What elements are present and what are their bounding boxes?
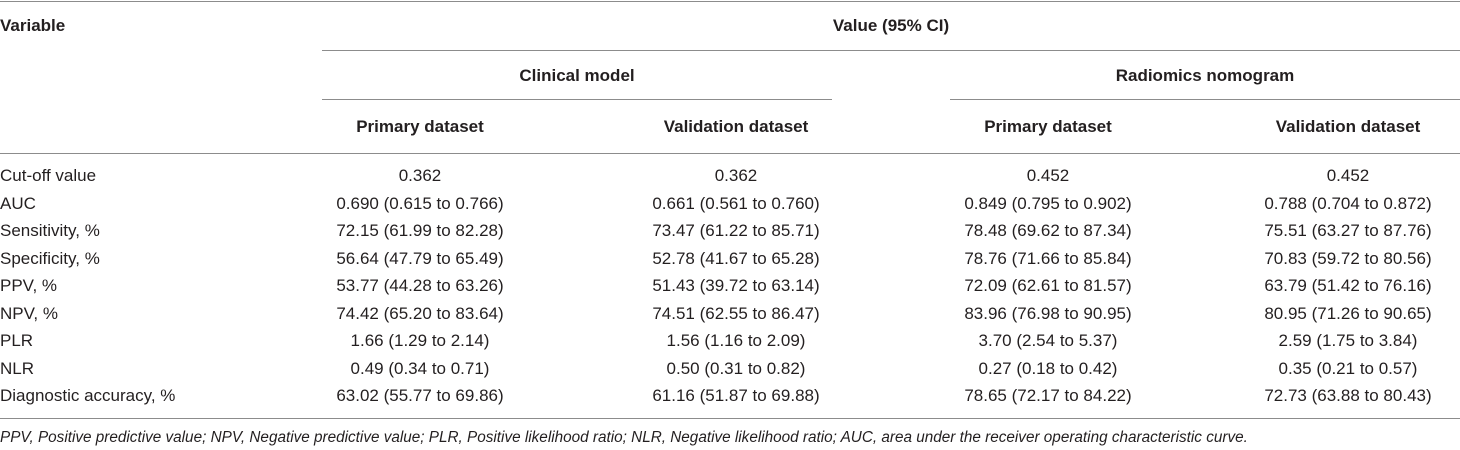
radiomics-primary-value: 72.09 (62.61 to 81.57)	[964, 276, 1132, 295]
radiomics-validation-value: 2.59 (1.75 to 3.84)	[1278, 331, 1418, 350]
radiomics-primary-value: 78.65 (72.17 to 84.22)	[964, 386, 1132, 405]
radiomics-primary-value: 78.76 (71.66 to 85.84)	[964, 249, 1132, 268]
clinical-model-header: Clinical model	[519, 66, 635, 85]
radiomics-primary-value: 3.70 (2.54 to 5.37)	[978, 331, 1118, 350]
clinical-validation-value: 61.16 (51.87 to 69.88)	[652, 386, 820, 405]
clinical-primary-value: 72.15 (61.99 to 82.28)	[336, 221, 504, 240]
clinical-primary-value: 56.64 (47.79 to 65.49)	[336, 249, 504, 268]
radiomics-validation-header: Validation dataset	[1275, 117, 1421, 136]
clinical-primary-value: 53.77 (44.28 to 63.26)	[336, 276, 504, 295]
radiomics-validation-value: 70.83 (59.72 to 80.56)	[1264, 249, 1432, 268]
top-rule	[0, 1, 1460, 2]
radiomics-validation-value: 75.51 (63.27 to 87.76)	[1264, 221, 1432, 240]
radiomics-primary-value: 0.849 (0.795 to 0.902)	[964, 194, 1132, 213]
row-label: PLR	[0, 331, 34, 350]
row-label: AUC	[0, 194, 36, 213]
clinical-group-rule	[322, 99, 832, 100]
radiomics-group-rule	[950, 99, 1460, 100]
header-bottom-rule	[0, 153, 1460, 154]
clinical-validation-value: 52.78 (41.67 to 65.28)	[652, 249, 820, 268]
clinical-primary-value: 1.66 (1.29 to 2.14)	[350, 331, 490, 350]
radiomics-primary-value: 78.48 (69.62 to 87.34)	[964, 221, 1132, 240]
variable-header: Variable	[0, 16, 66, 35]
row-label: Cut-off value	[0, 166, 97, 185]
radiomics-primary-value: 0.27 (0.18 to 0.42)	[978, 359, 1118, 378]
clinical-validation-value: 1.56 (1.16 to 2.09)	[666, 331, 806, 350]
value-group-rule	[322, 50, 1460, 51]
clinical-validation-value: 73.47 (61.22 to 85.71)	[652, 221, 820, 240]
row-label: Diagnostic accuracy, %	[0, 386, 176, 405]
radiomics-primary-value: 0.452	[1026, 166, 1070, 185]
row-label: Sensitivity, %	[0, 221, 100, 240]
clinical-validation-value: 0.50 (0.31 to 0.82)	[666, 359, 806, 378]
radiomics-validation-value: 0.452	[1326, 166, 1370, 185]
radiomics-primary-header: Primary dataset	[984, 117, 1112, 136]
row-label: NLR	[0, 359, 35, 378]
radiomics-primary-value: 83.96 (76.98 to 90.95)	[964, 304, 1132, 323]
row-label: PPV, %	[0, 276, 58, 295]
clinical-validation-value: 51.43 (39.72 to 63.14)	[652, 276, 820, 295]
radiomics-nomogram-header: Radiomics nomogram	[1115, 66, 1295, 85]
radiomics-validation-value: 72.73 (63.88 to 80.43)	[1264, 386, 1432, 405]
table-bottom-rule	[0, 418, 1460, 419]
clinical-primary-value: 74.42 (65.20 to 83.64)	[336, 304, 504, 323]
clinical-validation-value: 74.51 (62.55 to 86.47)	[652, 304, 820, 323]
row-label: Specificity, %	[0, 249, 100, 268]
table-footnote: PPV, Positive predictive value; NPV, Neg…	[0, 429, 1248, 446]
clinical-validation-header: Validation dataset	[663, 117, 809, 136]
clinical-validation-value: 0.362	[714, 166, 758, 185]
value-ci-header: Value (95% CI)	[832, 16, 950, 35]
row-label: NPV, %	[0, 304, 58, 323]
clinical-primary-value: 0.362	[398, 166, 442, 185]
clinical-primary-value: 0.49 (0.34 to 0.71)	[350, 359, 490, 378]
radiomics-validation-value: 80.95 (71.26 to 90.65)	[1264, 304, 1432, 323]
clinical-primary-value: 63.02 (55.77 to 69.86)	[336, 386, 504, 405]
clinical-validation-value: 0.661 (0.561 to 0.760)	[652, 194, 820, 213]
radiomics-validation-value: 63.79 (51.42 to 76.16)	[1264, 276, 1432, 295]
radiomics-validation-value: 0.788 (0.704 to 0.872)	[1264, 194, 1432, 213]
clinical-primary-value: 0.690 (0.615 to 0.766)	[336, 194, 504, 213]
clinical-primary-header: Primary dataset	[356, 117, 484, 136]
radiomics-validation-value: 0.35 (0.21 to 0.57)	[1278, 359, 1418, 378]
